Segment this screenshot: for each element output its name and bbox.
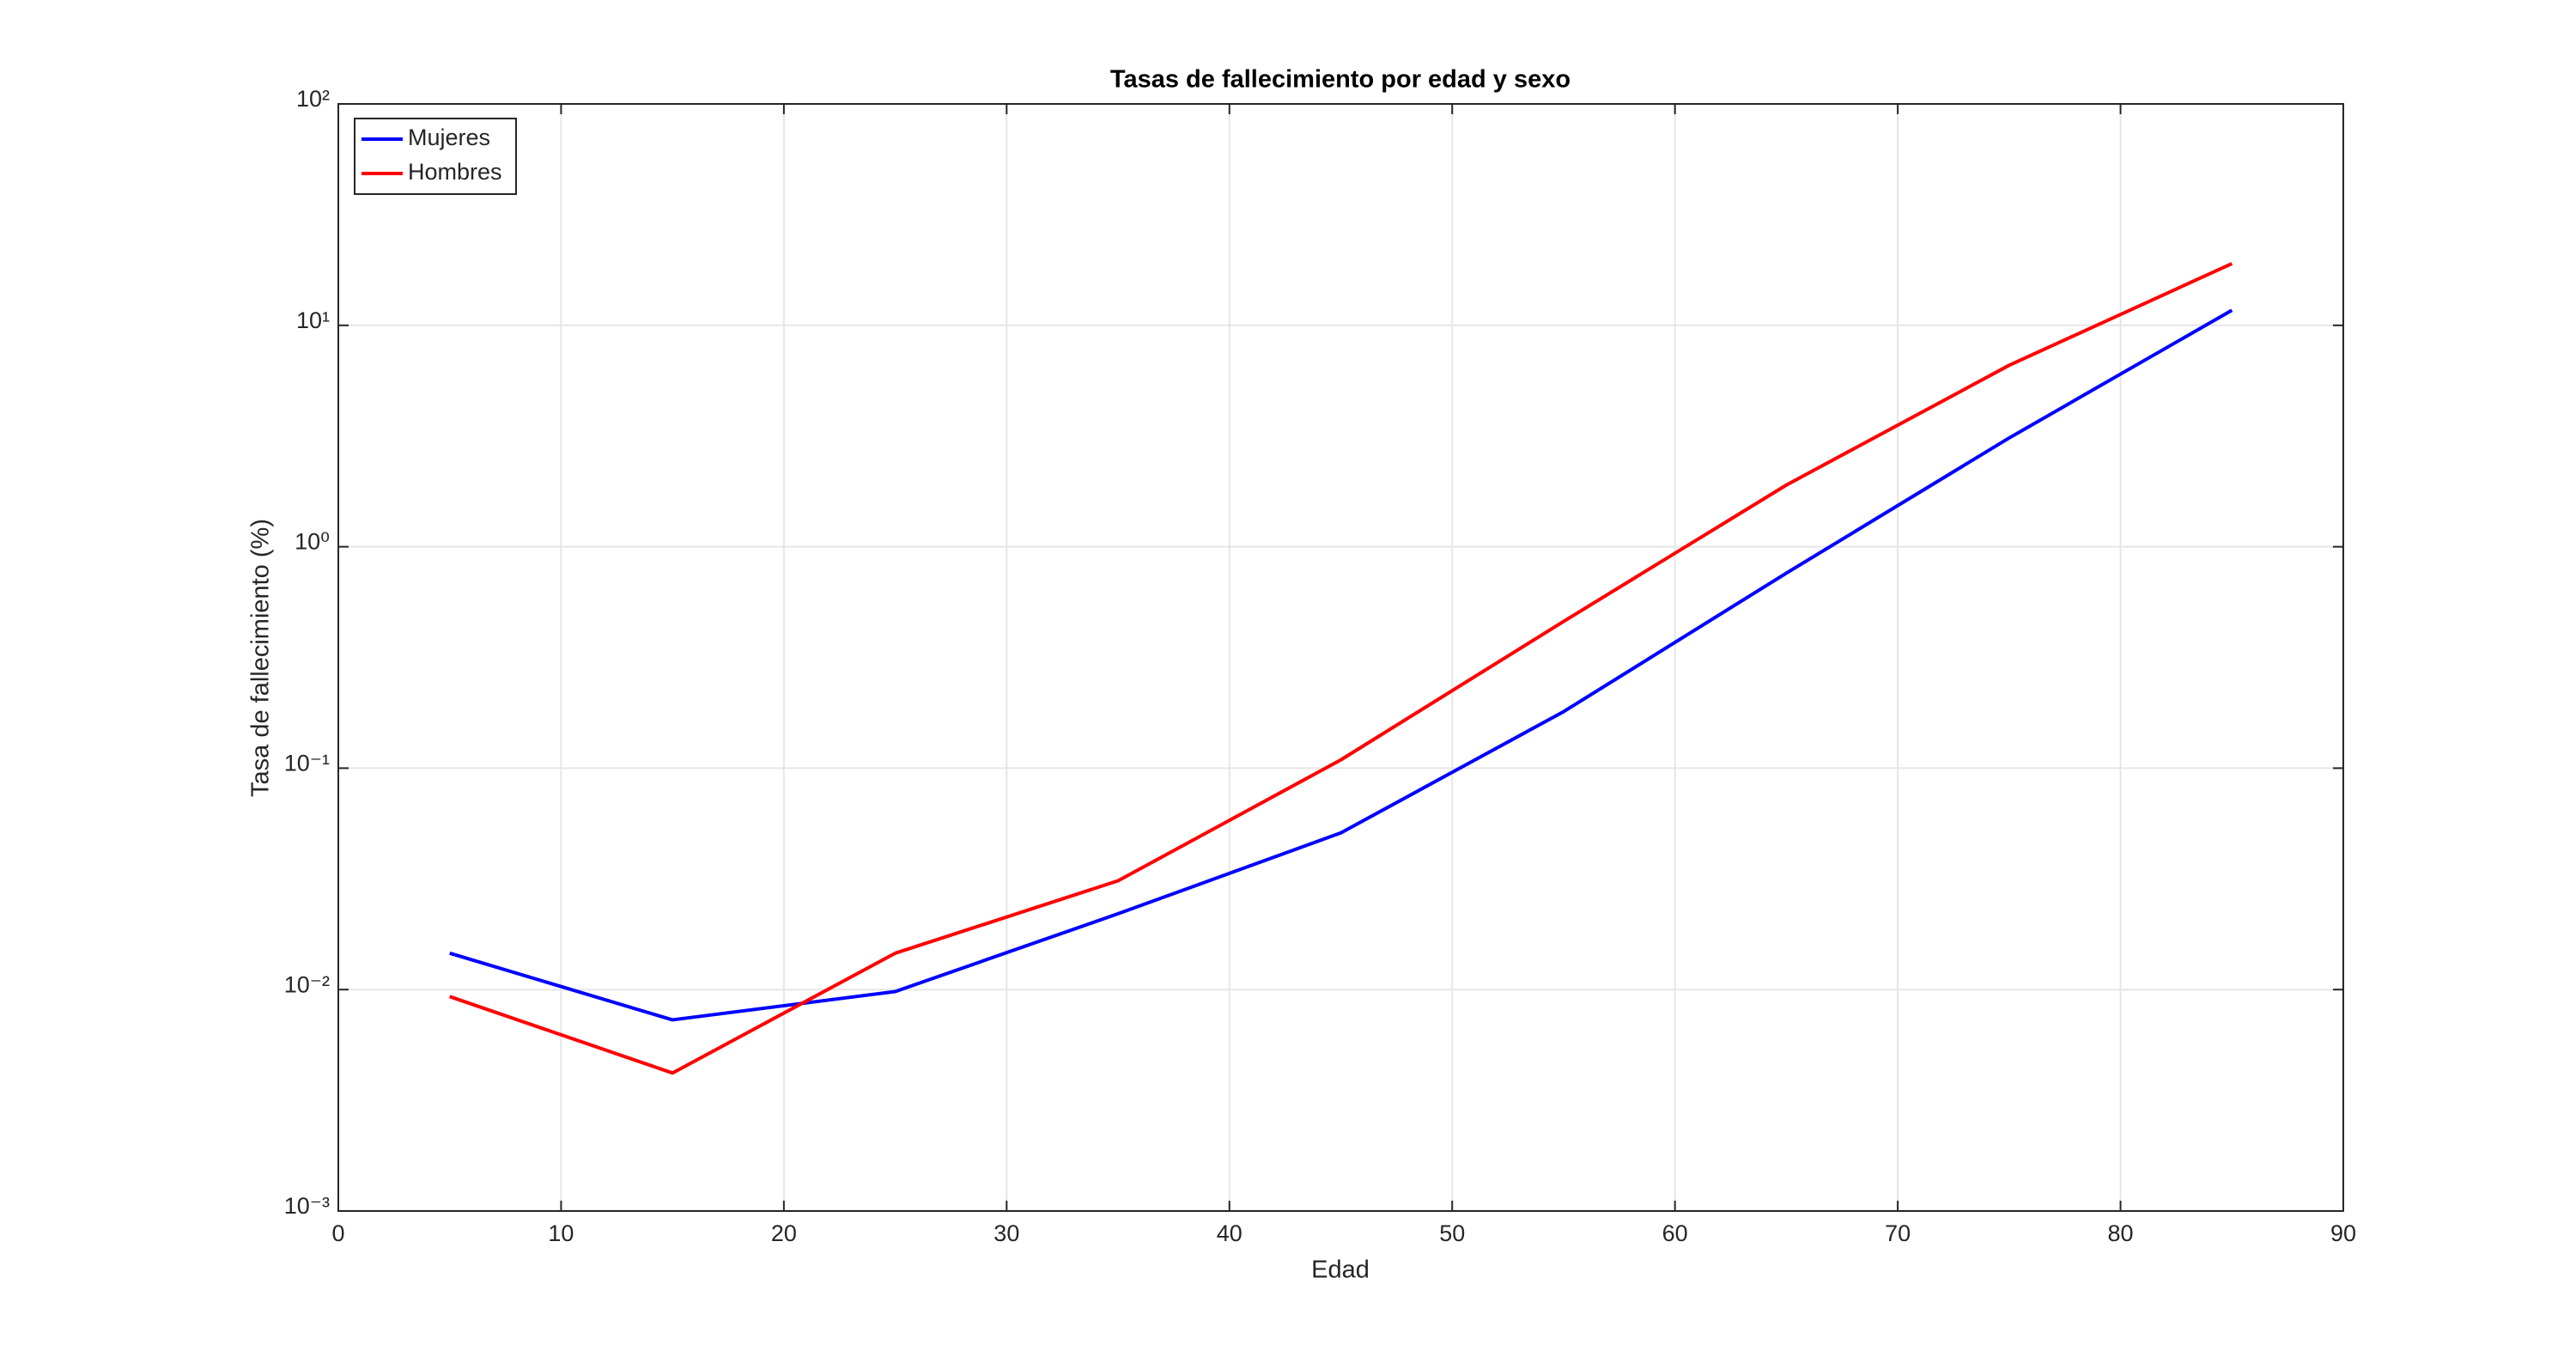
- y-tick-label: 10⁻²: [284, 971, 330, 997]
- y-tick-label: 10⁰: [295, 529, 330, 555]
- y-tick-label: 10⁻¹: [284, 751, 330, 776]
- x-tick-label: 80: [2108, 1220, 2134, 1246]
- x-tick-label: 20: [771, 1220, 797, 1246]
- legend-box: [354, 118, 517, 195]
- x-tick-label: 30: [993, 1220, 1019, 1246]
- series-line: [449, 308, 2233, 1022]
- y-axis-label: Tasa de fallecimiento (%): [247, 519, 275, 797]
- x-tick-label: 70: [1885, 1220, 1911, 1246]
- legend-label: Mujeres: [408, 125, 490, 150]
- y-tick-label: 10⁻³: [284, 1193, 330, 1219]
- x-tick-label: 10: [548, 1220, 574, 1246]
- chart-title: Tasas de fallecimiento por edad y sexo: [1110, 66, 1571, 94]
- x-tick-label: 40: [1217, 1220, 1242, 1246]
- x-tick-label: 60: [1662, 1220, 1688, 1246]
- legend-label: Hombres: [408, 159, 502, 185]
- plot-frame: [337, 103, 2344, 1212]
- legend: Mujeres Hombres: [354, 118, 517, 195]
- y-tick-label: 10¹: [296, 307, 330, 333]
- x-tick-label: 0: [331, 1220, 344, 1246]
- y-tick-label: 10²: [296, 86, 330, 112]
- series-line: [449, 262, 2233, 1075]
- x-tick-label: 90: [2330, 1220, 2356, 1246]
- x-tick-label: 50: [1439, 1220, 1465, 1246]
- x-axis-label: Edad: [1311, 1257, 1370, 1284]
